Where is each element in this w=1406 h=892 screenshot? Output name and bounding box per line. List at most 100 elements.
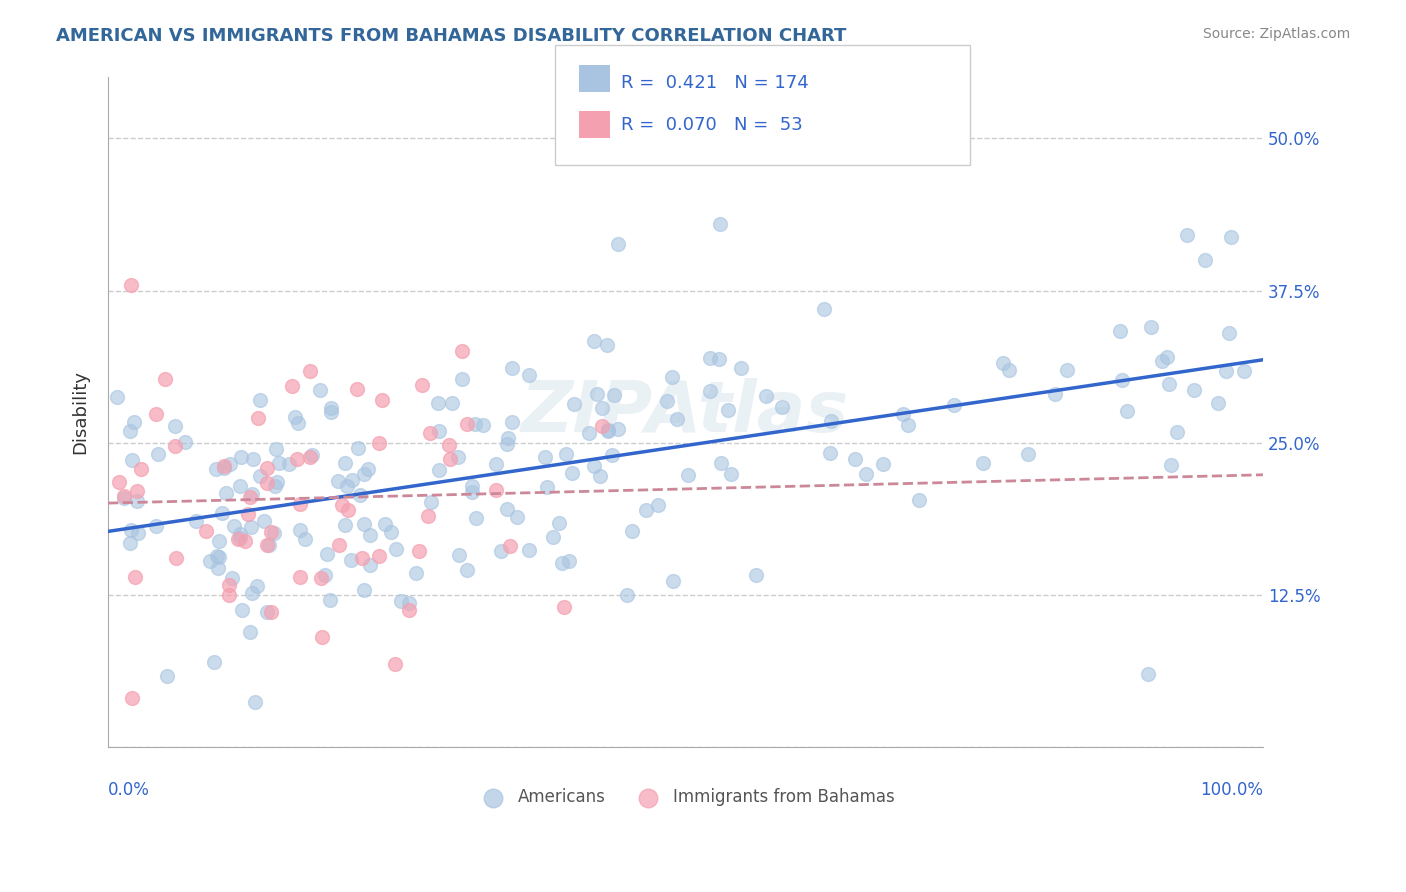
Point bbox=[238, 507, 260, 521]
Point bbox=[710, 456, 733, 470]
Point bbox=[165, 439, 187, 453]
Point bbox=[408, 543, 430, 558]
Point bbox=[184, 514, 207, 528]
Text: R =  0.421   N = 174: R = 0.421 N = 174 bbox=[621, 74, 810, 92]
Point bbox=[418, 508, 440, 523]
Point bbox=[1233, 364, 1256, 378]
Text: Source: ZipAtlas.com: Source: ZipAtlas.com bbox=[1202, 27, 1350, 41]
Point bbox=[1218, 326, 1240, 341]
Point bbox=[589, 469, 612, 483]
Point bbox=[405, 566, 427, 580]
Point bbox=[118, 536, 141, 550]
Point bbox=[332, 498, 354, 512]
Point bbox=[349, 488, 371, 502]
Point bbox=[207, 549, 229, 563]
Point bbox=[993, 356, 1015, 370]
Point bbox=[1194, 253, 1216, 268]
Point bbox=[501, 361, 523, 376]
Point bbox=[219, 458, 242, 472]
Point bbox=[720, 467, 742, 482]
Point bbox=[441, 396, 464, 410]
Point bbox=[1136, 667, 1159, 681]
Point bbox=[229, 526, 252, 541]
Point bbox=[1182, 383, 1205, 397]
Point bbox=[165, 551, 187, 566]
Point bbox=[585, 386, 607, 401]
Point bbox=[287, 416, 309, 430]
Point bbox=[872, 457, 894, 471]
Point bbox=[256, 605, 278, 619]
Point bbox=[229, 531, 252, 545]
Point bbox=[464, 511, 486, 525]
Point bbox=[447, 450, 470, 464]
Point bbox=[603, 388, 626, 402]
Point bbox=[456, 563, 478, 577]
Point bbox=[146, 447, 169, 461]
Point bbox=[398, 595, 420, 609]
Point bbox=[328, 538, 350, 552]
Point bbox=[496, 431, 519, 445]
Point bbox=[942, 398, 965, 412]
Point bbox=[456, 417, 478, 431]
Point bbox=[333, 517, 356, 532]
Point bbox=[288, 497, 311, 511]
Point bbox=[319, 401, 342, 415]
Point bbox=[353, 582, 375, 597]
Point bbox=[595, 337, 617, 351]
Point bbox=[226, 532, 249, 546]
Point bbox=[326, 474, 349, 488]
Point bbox=[371, 392, 394, 407]
Point bbox=[294, 532, 316, 546]
Text: R =  0.070   N =  53: R = 0.070 N = 53 bbox=[621, 116, 803, 134]
Point bbox=[342, 473, 364, 487]
Point bbox=[240, 487, 263, 501]
Point bbox=[124, 570, 146, 584]
Point bbox=[240, 586, 263, 600]
Point bbox=[517, 368, 540, 383]
Point bbox=[346, 441, 368, 455]
Point bbox=[647, 498, 669, 512]
Point bbox=[314, 568, 336, 582]
Point bbox=[319, 593, 342, 607]
Point bbox=[536, 480, 558, 494]
Point bbox=[755, 389, 778, 403]
Point bbox=[495, 502, 517, 516]
Point bbox=[301, 448, 323, 462]
Point bbox=[249, 468, 271, 483]
Y-axis label: Disability: Disability bbox=[72, 370, 89, 454]
Point bbox=[145, 518, 167, 533]
Text: 100.0%: 100.0% bbox=[1201, 780, 1263, 799]
Point bbox=[717, 403, 740, 417]
Point bbox=[426, 396, 449, 410]
Point bbox=[218, 588, 240, 602]
Point bbox=[820, 414, 842, 428]
Point bbox=[298, 364, 321, 378]
Point bbox=[506, 510, 529, 524]
Point bbox=[558, 554, 581, 568]
Point bbox=[280, 378, 302, 392]
Point bbox=[1109, 324, 1132, 338]
Point bbox=[207, 560, 229, 574]
Point bbox=[257, 537, 280, 551]
Point bbox=[239, 625, 262, 640]
Point bbox=[389, 594, 412, 608]
Point bbox=[243, 695, 266, 709]
Point bbox=[1160, 458, 1182, 472]
Point bbox=[385, 542, 408, 557]
Point bbox=[264, 479, 287, 493]
Point bbox=[211, 506, 233, 520]
Point bbox=[105, 390, 128, 404]
Point bbox=[583, 458, 606, 473]
Point bbox=[972, 456, 994, 470]
Point bbox=[676, 467, 699, 482]
Point bbox=[120, 523, 142, 537]
Point bbox=[336, 479, 359, 493]
Point bbox=[285, 451, 308, 466]
Point bbox=[316, 548, 339, 562]
Point bbox=[163, 418, 186, 433]
Point bbox=[998, 363, 1021, 377]
Point bbox=[1206, 396, 1229, 410]
Point bbox=[112, 489, 135, 503]
Point bbox=[124, 415, 146, 429]
Point bbox=[578, 425, 600, 440]
